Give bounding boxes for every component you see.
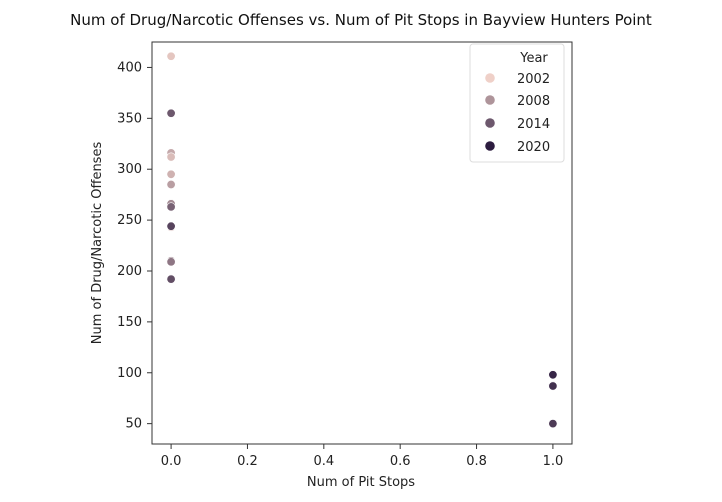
legend-marker-2002 bbox=[485, 73, 495, 83]
legend-label-2008: 2008 bbox=[517, 94, 550, 109]
y-tick-label: 400 bbox=[117, 60, 142, 75]
y-axis-label: Num of Drug/Narcotic Offenses bbox=[90, 142, 105, 345]
data-point bbox=[166, 51, 176, 61]
y-tick-label: 300 bbox=[117, 162, 142, 177]
y-axis: 50 100 150 200 250 300 350 400 bbox=[117, 60, 152, 432]
legend-box bbox=[469, 43, 565, 163]
legend-marker-2008 bbox=[485, 95, 495, 105]
data-point bbox=[548, 381, 558, 391]
y-tick-label: 150 bbox=[117, 315, 142, 330]
x-tick-label: 1.0 bbox=[543, 454, 564, 469]
data-point bbox=[166, 108, 176, 118]
points-layer bbox=[166, 51, 558, 429]
data-point bbox=[166, 179, 176, 189]
legend-marker-2014 bbox=[485, 118, 495, 128]
data-point bbox=[166, 221, 176, 231]
legend-label-2002: 2002 bbox=[517, 72, 550, 87]
y-tick-label: 100 bbox=[117, 366, 142, 381]
legend: Year 2002 2008 2014 2020 bbox=[469, 43, 565, 163]
y-tick-label: 350 bbox=[117, 111, 142, 126]
data-point bbox=[166, 169, 176, 179]
data-point bbox=[166, 274, 176, 284]
data-point bbox=[548, 419, 558, 429]
x-tick-label: 0.8 bbox=[466, 454, 487, 469]
x-axis-label: Num of Pit Stops bbox=[307, 475, 415, 490]
y-tick-label: 50 bbox=[125, 417, 142, 432]
x-tick-label: 0.4 bbox=[313, 454, 334, 469]
data-point bbox=[166, 202, 176, 212]
x-tick-label: 0.2 bbox=[237, 454, 258, 469]
chart-title: Num of Drug/Narcotic Offenses vs. Num of… bbox=[70, 11, 652, 29]
y-tick-label: 200 bbox=[117, 264, 142, 279]
data-point bbox=[548, 370, 558, 380]
data-point bbox=[166, 152, 176, 162]
x-axis: 0.0 0.2 0.4 0.6 0.8 1.0 bbox=[161, 444, 564, 469]
legend-label-2020: 2020 bbox=[517, 140, 550, 155]
data-point bbox=[166, 257, 176, 267]
x-tick-label: 0.6 bbox=[390, 454, 411, 469]
legend-label-2014: 2014 bbox=[517, 117, 550, 132]
x-tick-label: 0.0 bbox=[161, 454, 182, 469]
legend-marker-2020 bbox=[485, 141, 495, 151]
legend-title: Year bbox=[519, 51, 548, 66]
y-tick-label: 250 bbox=[117, 213, 142, 228]
